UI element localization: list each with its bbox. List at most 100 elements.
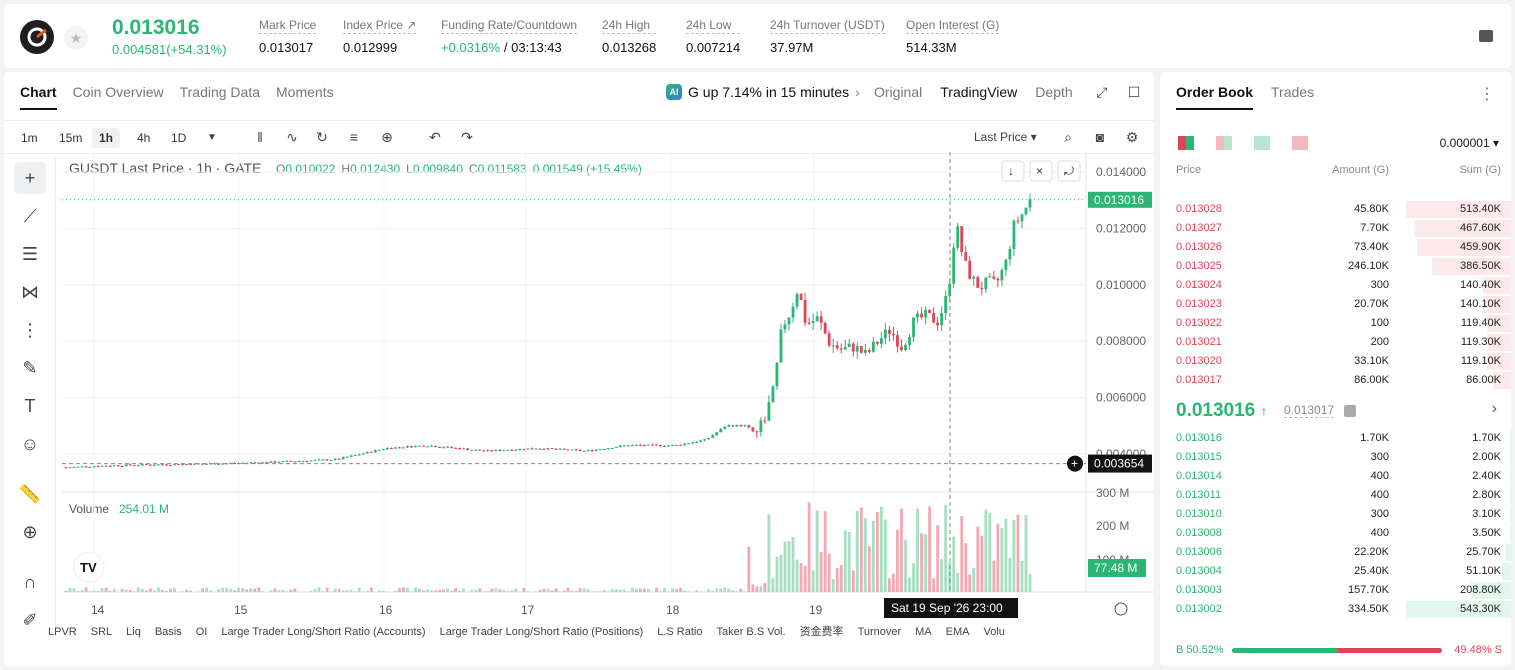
indicator-item[interactable]: Large Trader Long/Short Ratio (Positions… bbox=[439, 626, 644, 638]
layout-asks-icon[interactable] bbox=[1292, 136, 1308, 150]
add-alert-icon[interactable] bbox=[1067, 455, 1083, 472]
more-icon[interactable]: ⋮ bbox=[1479, 86, 1495, 103]
timeframe-4h[interactable]: 4h bbox=[137, 131, 151, 145]
brush-tool-icon[interactable]: ✎ bbox=[22, 357, 38, 378]
ask-row[interactable]: 0.013023 20.70K 140.10K bbox=[1160, 295, 1511, 314]
redo-icon[interactable]: ↷ bbox=[461, 128, 473, 145]
timeframe-1h[interactable]: 1h bbox=[92, 128, 121, 148]
book-icon[interactable] bbox=[1479, 30, 1493, 42]
chart-settings-icon[interactable] bbox=[1114, 602, 1128, 616]
candle-body bbox=[1016, 220, 1020, 222]
indicator-item[interactable]: Turnover bbox=[857, 626, 902, 638]
trendline-tool-icon[interactable]: ⟋ bbox=[23, 205, 37, 226]
layout-both-icon[interactable] bbox=[1178, 136, 1194, 150]
indicator-item[interactable]: 资金费率 bbox=[799, 626, 844, 638]
layout-bids-icon[interactable] bbox=[1254, 136, 1270, 150]
scroll-down-icon-btn[interactable] bbox=[1001, 160, 1025, 182]
bid-row[interactable]: 0.013003 157.70K 208.80K bbox=[1160, 581, 1511, 600]
ob-tab-order-book[interactable]: Order Book bbox=[1176, 84, 1254, 110]
camera-icon[interactable]: ◙ bbox=[1095, 129, 1105, 145]
view-original[interactable]: Original bbox=[874, 84, 923, 100]
indicator-item[interactable]: Basis bbox=[154, 626, 182, 638]
emoji-tool-icon[interactable]: ☺ bbox=[20, 433, 40, 454]
indicator-item[interactable]: Liq bbox=[126, 626, 141, 638]
precision-select[interactable]: 0.000001 ▾ bbox=[1439, 136, 1499, 150]
bid-row[interactable]: 0.013006 22.20K 25.70K bbox=[1160, 543, 1511, 562]
ask-row[interactable]: 0.013024 300 140.40K bbox=[1160, 276, 1511, 295]
indicator-item[interactable]: OI bbox=[195, 626, 208, 638]
lines-tool-icon[interactable]: ☰ bbox=[21, 243, 39, 264]
bid-row[interactable]: 0.013008 400 3.50K bbox=[1160, 524, 1511, 543]
bid-row[interactable]: 0.013010 300 3.10K bbox=[1160, 505, 1511, 524]
tab-coin-overview[interactable]: Coin Overview bbox=[72, 84, 164, 100]
ask-row[interactable]: 0.013020 33.10K 119.10K bbox=[1160, 352, 1511, 371]
indicator-item[interactable]: Taker B.S Vol. bbox=[716, 626, 786, 638]
ai-banner[interactable]: AI G up 7.14% in 15 minutes › bbox=[666, 84, 860, 100]
bid-row[interactable]: 0.013014 400 2.40K bbox=[1160, 467, 1511, 486]
price-chart[interactable]: GUSDT Last Price · 1h · GATE O0.010022 H0… bbox=[4, 152, 1154, 622]
fib-tool-icon[interactable]: ⋮ bbox=[21, 319, 39, 340]
bid-row[interactable]: 0.013016 1.70K 1.70K bbox=[1160, 429, 1511, 448]
dropdown-icon[interactable]: ▼ bbox=[207, 131, 217, 143]
tab-moments[interactable]: Moments bbox=[276, 84, 334, 100]
timeframe-1D[interactable]: 1D bbox=[171, 131, 187, 145]
indicator-item[interactable]: SRL bbox=[90, 626, 113, 638]
crosshair-tool-icon[interactable]: + bbox=[14, 162, 46, 194]
close-pane-icon-btn[interactable] bbox=[1029, 160, 1053, 182]
add-icon[interactable]: ⊕ bbox=[381, 128, 393, 145]
tab-chart[interactable]: Chart bbox=[20, 84, 57, 110]
stat-value-text: 0.013017 bbox=[259, 40, 314, 55]
indicator-item[interactable]: LPVR bbox=[48, 626, 77, 638]
pattern-tool-icon[interactable]: ⋈ bbox=[21, 281, 39, 302]
chart-toolbar: 1m 15m 1h 4h 1D ▼ ǁ ∿ ↻ ≡ ⊕ ↶ ↷ Last Price ▾… bbox=[4, 120, 1154, 154]
ask-row[interactable]: 0.013025 246.10K 386.50K bbox=[1160, 257, 1511, 276]
ask-row[interactable]: 0.013021 200 119.30K bbox=[1160, 333, 1511, 352]
ask-row[interactable]: 0.013022 100 119.40K bbox=[1160, 314, 1511, 333]
view-tradingview[interactable]: TradingView bbox=[940, 84, 1018, 100]
ask-row[interactable]: 0.013026 73.40K 459.90K bbox=[1160, 238, 1511, 257]
ruler-tool-icon[interactable]: 📏 bbox=[18, 483, 42, 504]
volume-bar bbox=[169, 588, 172, 592]
indicator-item[interactable]: L.S Ratio bbox=[657, 626, 703, 638]
text-tool-icon[interactable]: T bbox=[24, 395, 36, 416]
timeframe-15m[interactable]: 15m bbox=[59, 131, 83, 145]
volume-bar bbox=[912, 563, 915, 592]
bid-row[interactable]: 0.013015 300 2.00K bbox=[1160, 448, 1511, 467]
scroll-down-icon[interactable]: ↓ bbox=[1008, 164, 1014, 178]
window-icon[interactable]: ☐ bbox=[1127, 83, 1141, 100]
magnet-tool-icon[interactable]: ∩ bbox=[23, 571, 37, 592]
indicator-item[interactable]: EMA bbox=[945, 626, 970, 638]
volume-bar bbox=[634, 588, 638, 592]
reset-icon[interactable]: ⤾ bbox=[1064, 164, 1074, 178]
ob-tab-trades[interactable]: Trades bbox=[1271, 84, 1315, 100]
ask-row[interactable]: 0.013027 7.70K 467.60K bbox=[1160, 219, 1511, 238]
timeframe-1m[interactable]: 1m bbox=[21, 131, 38, 145]
pencil-tool-icon[interactable]: ✐ bbox=[22, 609, 38, 630]
ask-row[interactable]: 0.013017 86.00K 86.00K bbox=[1160, 371, 1511, 390]
indicator-item[interactable]: Large Trader Long/Short Ratio (Accounts) bbox=[221, 626, 426, 638]
layout-split-icon[interactable] bbox=[1216, 136, 1232, 150]
indicator-item[interactable]: MA bbox=[915, 626, 932, 638]
replay-icon[interactable]: ↻ bbox=[316, 128, 328, 145]
bid-row[interactable]: 0.013004 25.40K 51.10K bbox=[1160, 562, 1511, 581]
expand-icon[interactable]: ⤢ bbox=[1096, 83, 1108, 100]
close-pane-icon[interactable]: × bbox=[1036, 164, 1043, 178]
search-icon[interactable]: ⌕ bbox=[1064, 128, 1072, 145]
volume-bar bbox=[936, 525, 940, 592]
favorite-star-icon[interactable]: ★ bbox=[64, 26, 88, 50]
last-price-select[interactable]: Last Price ▾ bbox=[974, 130, 1037, 144]
candle-type-icon[interactable]: ǁ bbox=[257, 129, 263, 145]
tab-trading-data[interactable]: Trading Data bbox=[179, 84, 261, 100]
zoom-tool-icon[interactable]: ⊕ bbox=[22, 521, 38, 542]
chevron-right-icon[interactable]: › bbox=[1491, 400, 1497, 417]
bid-row[interactable]: 0.013002 334.50K 543.30K bbox=[1160, 600, 1511, 619]
settings-icon[interactable]: ⚙ bbox=[1125, 128, 1139, 145]
indicator-icon[interactable]: ∿ bbox=[286, 128, 298, 145]
reset-icon-btn[interactable] bbox=[1057, 160, 1081, 182]
template-icon[interactable]: ≡ bbox=[349, 129, 359, 145]
view-depth[interactable]: Depth bbox=[1035, 84, 1073, 100]
indicator-item[interactable]: Volu bbox=[983, 626, 1005, 638]
undo-icon[interactable]: ↶ bbox=[429, 128, 441, 145]
bid-row[interactable]: 0.013011 400 2.80K bbox=[1160, 486, 1511, 505]
ask-row[interactable]: 0.013028 45.80K 513.40K bbox=[1160, 200, 1511, 219]
